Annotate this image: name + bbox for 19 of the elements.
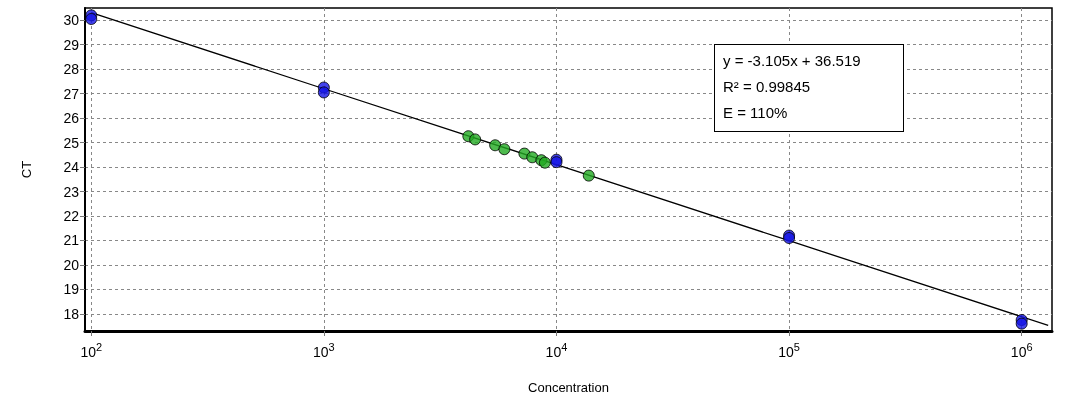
y-tick-label: 30: [63, 12, 80, 29]
y-axis-title: CT: [19, 160, 34, 179]
y-tick-label: 20: [63, 256, 80, 273]
x-axis-title: Concentration: [528, 380, 609, 395]
y-tick-label: 29: [63, 36, 80, 53]
annotation: y = -3.105x + 36.519: [723, 51, 862, 71]
y-tick-label: 27: [63, 85, 80, 102]
y-tick-label: 18: [63, 305, 80, 322]
y-tick-label: 28: [63, 61, 80, 78]
y-tick-label: 23: [63, 183, 80, 200]
y-tick-label: 26: [63, 110, 80, 127]
y-tick-label: 19: [63, 281, 80, 298]
annotation: R² = 0.99845: [723, 77, 812, 97]
y-tick-label: 24: [63, 159, 80, 176]
y-tick-label: 21: [63, 232, 80, 249]
note-box: y = -3.105x + 36.519 R² = 0.99845 E = 110%: [714, 44, 904, 132]
y-tick-label: 22: [63, 207, 80, 224]
annotation: E = 110%: [723, 103, 789, 123]
y-tick-label: 25: [63, 134, 80, 151]
